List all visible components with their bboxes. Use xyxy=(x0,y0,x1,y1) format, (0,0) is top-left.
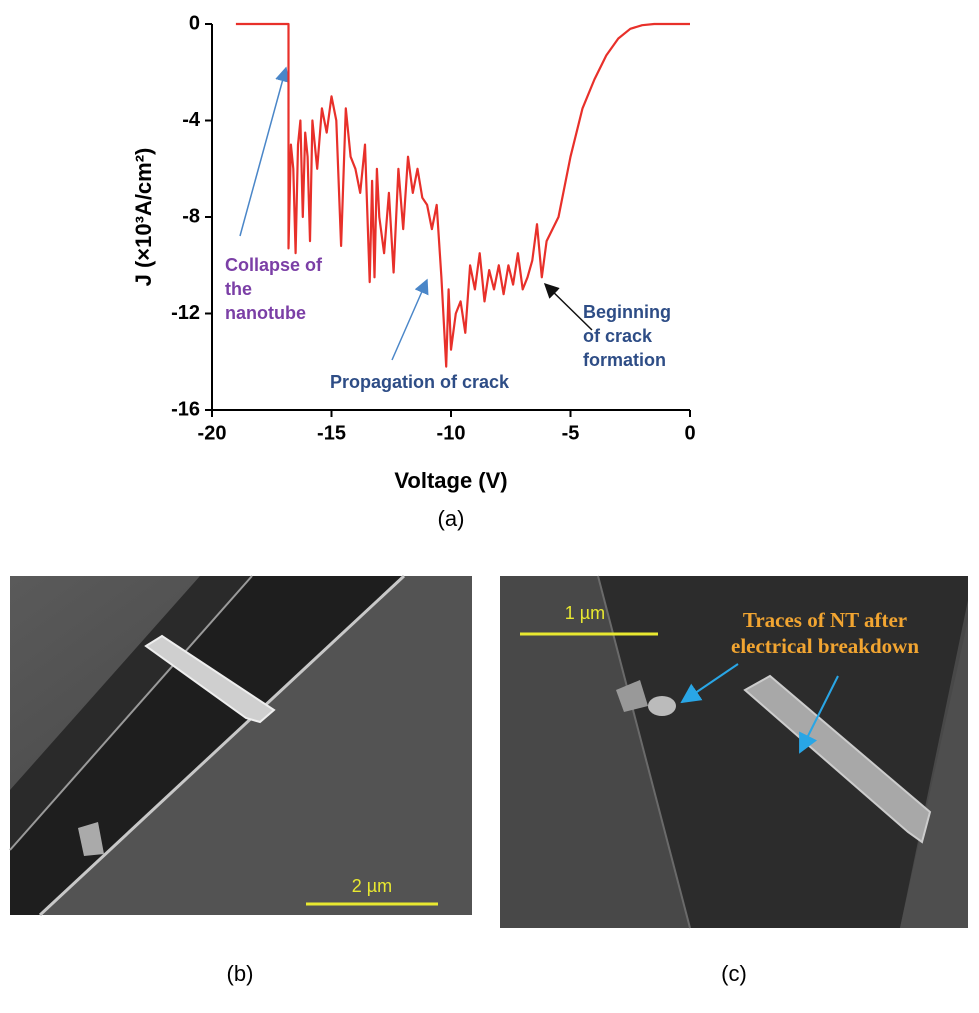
x-tick-label: 0 xyxy=(684,422,695,444)
x-axis-title: Voltage (V) xyxy=(394,468,507,493)
annotation-line: formation xyxy=(583,350,666,370)
scale-bar-label: 2 µm xyxy=(352,876,392,896)
arrow xyxy=(240,68,286,236)
scale-bar-label: 1 µm xyxy=(565,603,605,623)
figure: Voltage (V) J (×10³A/cm²) Collapse of the… xyxy=(0,0,979,1013)
annotation: Collapse of the nanotube xyxy=(225,255,323,323)
x-tick-label: -5 xyxy=(562,422,580,444)
annotation-line: Traces of NT after xyxy=(743,608,907,632)
annotation-line: electrical breakdown xyxy=(731,634,919,658)
annotation-line: Collapse of xyxy=(225,255,323,275)
caption: (c) xyxy=(721,961,747,986)
annotation-line: Beginning xyxy=(583,302,671,322)
y-axis-title: J (×10³A/cm²) xyxy=(131,148,156,287)
caption: (a) xyxy=(438,506,465,531)
sem-image: 2 µm xyxy=(10,576,472,915)
annotation-line: nanotube xyxy=(225,303,306,323)
y-tick-label: -8 xyxy=(182,205,200,227)
y-tick-label: 0 xyxy=(189,12,200,34)
y-tick-label: -12 xyxy=(171,302,200,324)
x-tick-label: -20 xyxy=(198,422,227,444)
x-tick-label: -15 xyxy=(317,422,346,444)
annotation-line: Propagation of crack xyxy=(330,372,510,392)
y-tick-label: -16 xyxy=(171,398,200,420)
annotation-line: of crack xyxy=(583,326,653,346)
annotation: Propagation of crack xyxy=(330,372,510,392)
y-tick-label: -4 xyxy=(182,109,201,131)
annotation-line: the xyxy=(225,279,252,299)
figure-canvas: Voltage (V) J (×10³A/cm²) Collapse of the… xyxy=(0,0,979,1013)
arrow xyxy=(392,280,427,360)
caption: (b) xyxy=(227,961,254,986)
x-tick-label: -10 xyxy=(437,422,466,444)
annotation: Beginning of crack formation xyxy=(583,302,671,370)
